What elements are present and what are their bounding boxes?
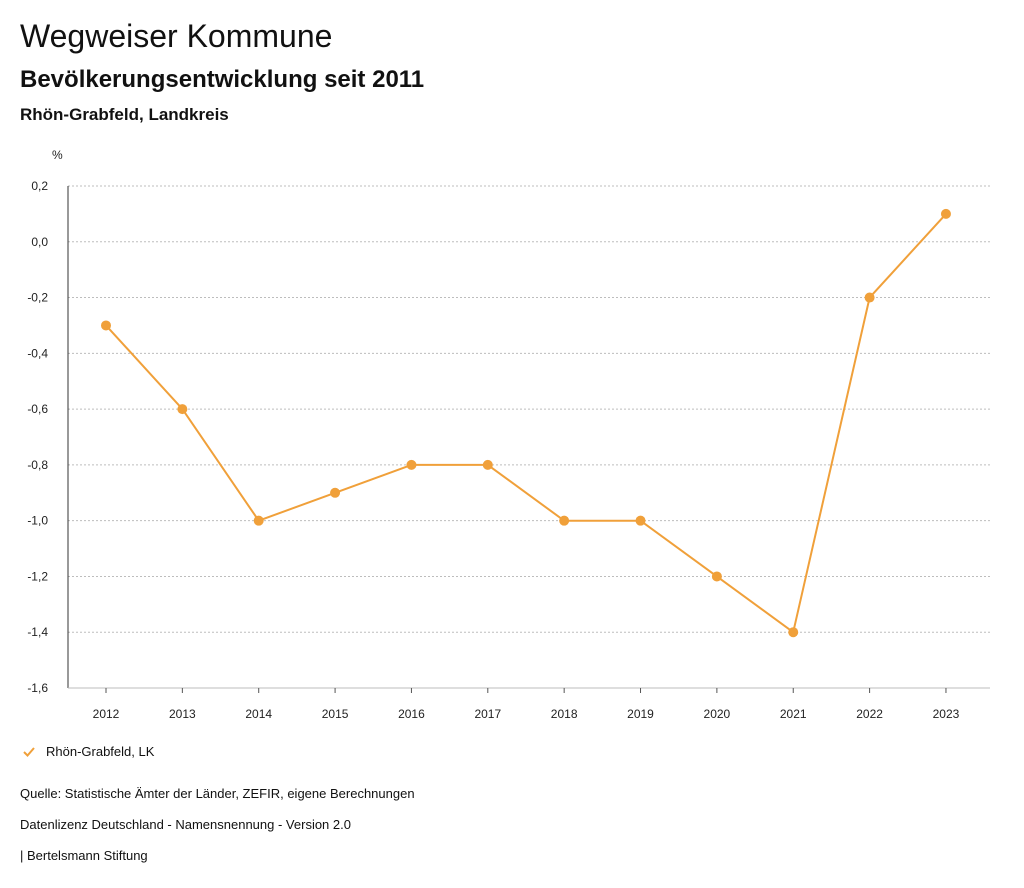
chart-legend[interactable]: Rhön-Grabfeld, LK — [22, 744, 154, 759]
data-point-2021[interactable] — [788, 627, 799, 638]
x-tick-label: 2012 — [93, 707, 120, 721]
x-tick-label: 2021 — [780, 707, 807, 721]
data-point-2012[interactable] — [101, 320, 111, 331]
data-point-2022[interactable] — [864, 292, 875, 303]
license-note: Datenlizenz Deutschland - Namensnennung … — [20, 817, 351, 832]
line-chart: % 0,2 0,0 -0,2 -0,4 -0,6 -0,8 -1,0 -1,2 -1,4 -1,6 2… — [27, 148, 990, 721]
y-tick-label: -0,2 — [27, 291, 48, 305]
data-point-2015[interactable] — [330, 487, 341, 498]
data-points — [101, 208, 951, 638]
y-tick-label: 0,0 — [31, 235, 48, 249]
data-point-2016[interactable] — [406, 459, 417, 470]
x-tick-label: 2014 — [245, 707, 272, 721]
series-line — [105, 213, 947, 634]
y-tick-label: -0,8 — [27, 458, 48, 472]
grid-lines — [68, 185, 990, 689]
legend-label: Rhön-Grabfeld, LK — [46, 744, 155, 759]
region-label: Rhön-Grabfeld, Landkreis — [20, 105, 229, 124]
data-point-2018[interactable] — [559, 515, 570, 526]
y-tick-label: 0,2 — [31, 179, 48, 193]
x-tick-label: 2019 — [627, 707, 654, 721]
y-tick-label: -0,4 — [27, 346, 48, 360]
data-point-2014[interactable] — [253, 515, 264, 526]
x-tick-label: 2015 — [322, 707, 349, 721]
y-tick-label: -1,6 — [27, 681, 48, 695]
y-tick-label: -1,0 — [27, 514, 48, 528]
check-icon — [23, 746, 35, 757]
y-tick-label: -1,2 — [27, 569, 48, 583]
source-note: Quelle: Statistische Ämter der Länder, Z… — [20, 786, 415, 801]
data-point-2020[interactable] — [711, 571, 722, 582]
x-tick-label: 2017 — [474, 707, 501, 721]
series-lines — [105, 213, 947, 634]
chart-subtitle: Bevölkerungsentwicklung seit 2011 — [20, 66, 425, 93]
data-point-2019[interactable] — [635, 515, 646, 526]
x-tick-label: 2016 — [398, 707, 425, 721]
page-title: Wegweiser Kommune — [20, 18, 333, 54]
y-tick-label: -0,6 — [27, 402, 48, 416]
data-point-2017[interactable] — [482, 459, 493, 470]
x-tick-label: 2022 — [856, 707, 883, 721]
x-tick-label: 2020 — [704, 707, 731, 721]
x-tick-label: 2013 — [169, 707, 196, 721]
publisher-note: | Bertelsmann Stiftung — [20, 848, 148, 863]
data-point-2023[interactable] — [940, 208, 951, 219]
data-point-2013[interactable] — [177, 404, 188, 415]
y-axis-unit: % — [52, 148, 63, 162]
x-tick-label: 2023 — [933, 707, 960, 721]
x-tick-label: 2018 — [551, 707, 578, 721]
y-tick-label: -1,4 — [27, 625, 48, 639]
axes: % 0,2 0,0 -0,2 -0,4 -0,6 -0,8 -1,0 -1,2 -1,4 -1,6 2… — [27, 148, 990, 721]
